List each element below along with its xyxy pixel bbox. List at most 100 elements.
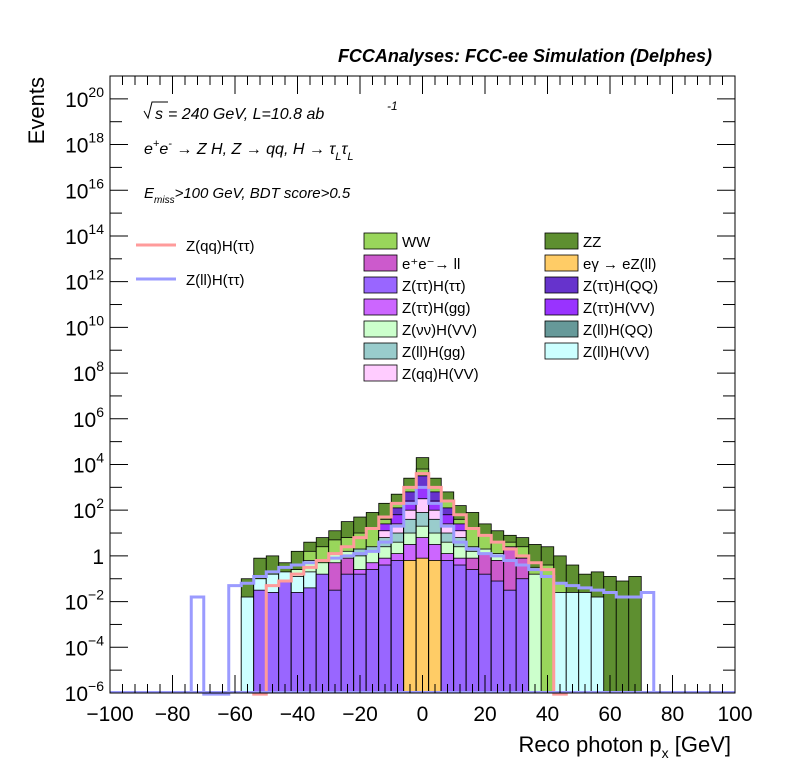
legend-background-entry: Z(ll)H(VV) bbox=[544, 342, 650, 361]
legend-background-entry: Z(ττ)H(QQ) bbox=[544, 276, 658, 295]
legend-swatch bbox=[544, 342, 579, 360]
histogram-bin bbox=[365, 512, 380, 694]
legend-swatch bbox=[363, 342, 398, 360]
legend-label: Z(ll)H(QQ) bbox=[583, 322, 653, 339]
legend-background-entry: Z(ll)H(QQ) bbox=[544, 320, 653, 339]
histogram-bin bbox=[328, 530, 342, 694]
histogram-bin bbox=[240, 578, 255, 694]
bar-band bbox=[265, 592, 280, 694]
histogram-bin bbox=[628, 576, 642, 694]
bar-band bbox=[365, 569, 380, 694]
annotation-cuts: Emiss>100 GeV, BDT score>0.5 bbox=[144, 185, 351, 206]
legend-backgrounds: WW ZZ e⁺e⁻→ ll eγ → eZ(ll) Z(ττ)H(ττ) Z(ττ)H(… bbox=[363, 232, 658, 383]
bar-band bbox=[553, 592, 567, 694]
x-tick-label: −20 bbox=[342, 703, 378, 726]
x-tick-label: −40 bbox=[280, 703, 316, 726]
bar-band bbox=[340, 573, 355, 694]
legend-swatch bbox=[363, 298, 398, 316]
legend-signals: Z(qq)H(ττ) Z(ll)H(ττ) bbox=[136, 238, 255, 289]
svg-text:= 240 GeV, L=10.8 ab: = 240 GeV, L=10.8 ab bbox=[168, 106, 324, 123]
legend-swatch bbox=[544, 298, 579, 316]
x-tick-label: −80 bbox=[155, 703, 191, 726]
legend-signal-entry: Z(qq)H(ττ) bbox=[136, 238, 255, 255]
histogram-bin bbox=[503, 534, 517, 694]
legend-background-entry: e⁺e⁻→ ll bbox=[363, 254, 460, 273]
bar-band bbox=[578, 592, 592, 694]
legend-label: Z(ll)H(VV) bbox=[583, 344, 650, 361]
x-tick-label: 60 bbox=[598, 703, 621, 726]
bar-band bbox=[278, 580, 292, 694]
legend-label: eγ → eZ(ll) bbox=[583, 256, 656, 273]
legend-label: Z(qq)H(VV) bbox=[402, 366, 479, 383]
bar-band bbox=[540, 564, 555, 694]
legend-label: Z(νν)H(VV) bbox=[402, 322, 477, 339]
x-axis-label: Reco photon px [GeV] bbox=[519, 732, 731, 761]
bar-zz bbox=[628, 576, 642, 694]
legend-label: Z(ll)H(ττ) bbox=[186, 272, 245, 289]
y-tick-label: 1012 bbox=[65, 267, 104, 295]
histogram-bin bbox=[553, 555, 567, 694]
legend-swatch bbox=[363, 232, 398, 250]
bar-band bbox=[565, 592, 580, 694]
legend-signal-entry: Z(ll)H(ττ) bbox=[136, 272, 245, 289]
bar-band bbox=[328, 589, 342, 694]
histogram-bin bbox=[453, 505, 467, 694]
svg-text:e+e- → Z H, Z → qq, H → τLτL: e+e- → Z H, Z → qq, H → τLτL bbox=[144, 138, 354, 163]
histogram-bin bbox=[340, 521, 355, 694]
legend-label: Z(ττ)H(QQ) bbox=[583, 278, 658, 295]
histogram-bin bbox=[265, 555, 280, 694]
y-tick-label: 1 bbox=[92, 546, 104, 569]
bar-band bbox=[403, 560, 417, 694]
bar-band bbox=[415, 557, 430, 694]
legend-label: Z(ll)H(gg) bbox=[402, 344, 465, 361]
histogram-bin bbox=[440, 491, 455, 694]
y-tick-label: 10−4 bbox=[65, 632, 105, 660]
histogram-bin bbox=[378, 502, 392, 694]
legend-background-entry: ZZ bbox=[544, 232, 601, 251]
annotation-energy: s = 240 GeV, L=10.8 ab -1 bbox=[143, 99, 398, 123]
histogram-bin bbox=[353, 516, 367, 694]
histogram-bin bbox=[390, 493, 405, 694]
x-tick-label: −100 bbox=[86, 703, 133, 726]
legend-label: Z(qq)H(ττ) bbox=[186, 238, 255, 255]
legend-label: Z(ττ)H(VV) bbox=[583, 300, 655, 317]
y-tick-label: 102 bbox=[73, 495, 104, 523]
histogram-bin bbox=[465, 512, 480, 694]
y-axis-label: Events bbox=[24, 77, 49, 144]
legend-label: Z(ττ)H(ττ) bbox=[402, 278, 466, 295]
bar-band bbox=[303, 587, 317, 694]
bar-band bbox=[490, 580, 505, 694]
bar-band bbox=[590, 596, 605, 694]
bar-band bbox=[453, 564, 467, 694]
y-tick-label: 1016 bbox=[65, 175, 104, 203]
legend-background-entry: Z(ττ)H(gg) bbox=[363, 298, 471, 317]
histogram-bin bbox=[490, 530, 505, 694]
svg-text:s: s bbox=[155, 106, 163, 123]
x-tick-label: 40 bbox=[536, 703, 559, 726]
x-tick-label: 20 bbox=[473, 703, 496, 726]
histogram-bin bbox=[478, 523, 492, 694]
legend-swatch bbox=[363, 254, 398, 272]
legend-label: e⁺e⁻→ ll bbox=[402, 256, 460, 273]
bar-band bbox=[440, 560, 455, 694]
bar-band bbox=[515, 578, 530, 694]
legend-background-entry: Z(ll)H(gg) bbox=[363, 342, 465, 361]
histogram-bin bbox=[565, 564, 580, 694]
axis-ticks: −100 −80 −60 −40 −20 0 20 40 60 80 100 10−6 10−4 10−2… bbox=[65, 75, 753, 726]
y-tick-label: 104 bbox=[73, 449, 104, 477]
legend-swatch bbox=[544, 320, 579, 338]
histogram-bin bbox=[303, 541, 317, 694]
legend-label: Z(ττ)H(gg) bbox=[402, 300, 471, 317]
bar-band bbox=[315, 573, 330, 694]
legend-background-entry: WW bbox=[363, 232, 431, 251]
legend-swatch bbox=[544, 232, 579, 250]
signal-line-zqq-htautau bbox=[252, 472, 568, 696]
legend-label: WW bbox=[402, 234, 431, 251]
y-tick-label: 1018 bbox=[65, 130, 104, 158]
bar-band bbox=[503, 589, 517, 694]
histogram-bin bbox=[528, 544, 542, 694]
histogram-bin bbox=[578, 573, 592, 694]
y-tick-label: 106 bbox=[73, 404, 104, 432]
y-tick-label: 1020 bbox=[65, 84, 104, 112]
